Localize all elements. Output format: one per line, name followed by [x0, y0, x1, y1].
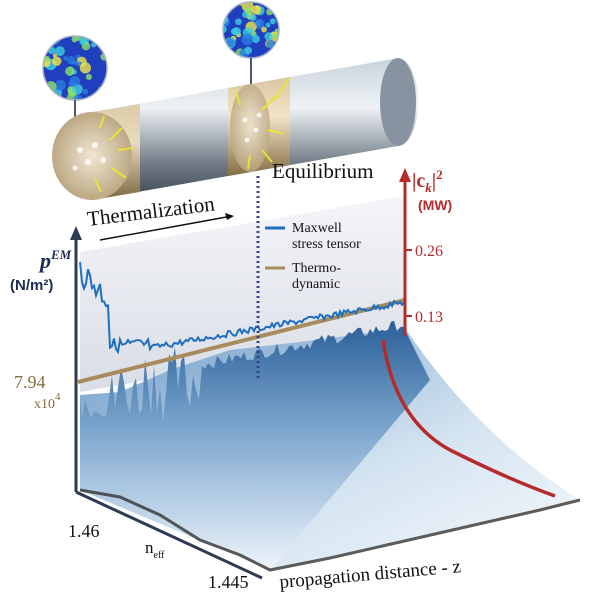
tick-label: 1.46: [68, 521, 100, 541]
speckle-dot: [71, 36, 78, 43]
unit: (MW): [418, 197, 452, 213]
t: 4: [55, 391, 61, 403]
depth-axis: [75, 490, 263, 580]
axis-arrow: [399, 168, 411, 182]
speckle-dot: [251, 5, 262, 15]
fiber: [52, 58, 418, 200]
speckle-dot: [44, 55, 51, 62]
tick-label: 0.26: [415, 243, 443, 260]
speckle-dot: [65, 66, 75, 76]
speckle-dot: [51, 36, 57, 41]
t: eff: [154, 550, 166, 561]
speckle-dot: [249, 14, 257, 22]
multiplier: x104: [34, 391, 61, 412]
t: 2: [436, 167, 443, 182]
speckle-dot: [63, 56, 68, 61]
speckle-dot: [52, 53, 58, 58]
t: x10: [34, 397, 55, 412]
speckle-dot: [43, 41, 50, 51]
speckle-dot: [79, 37, 87, 46]
speckle-dot: [241, 33, 254, 46]
legend-text: dynamic: [292, 277, 340, 292]
tick-label: 0.13: [415, 309, 443, 326]
value-label: 7.94: [14, 372, 46, 392]
speckle-dot: [54, 79, 66, 91]
arrow: [99, 215, 233, 241]
t: p: [38, 248, 51, 273]
speckle-dot: [265, 22, 271, 28]
speckle-dot: [74, 60, 80, 66]
legend-text: Maxwell: [292, 221, 342, 236]
speckle-dot: [269, 51, 277, 58]
speckle-dot: [266, 39, 275, 49]
tick-label: 1.445: [208, 572, 249, 592]
t: |c: [412, 170, 425, 192]
speckle-dot: [69, 75, 80, 87]
title: |ck|2: [412, 167, 443, 195]
speckle-dot: [52, 56, 62, 66]
left-axis-unit: (N/m²): [10, 277, 53, 294]
speckle-dot: [251, 31, 257, 37]
speckle-dot: [79, 62, 91, 74]
thermo-line: [77, 298, 406, 384]
t: n: [145, 538, 154, 557]
power-curve: [381, 339, 556, 498]
axis-arrow: [70, 226, 82, 240]
t: k: [425, 180, 432, 195]
speckle-dot: [66, 92, 78, 100]
speckle-dot: [269, 18, 276, 25]
speckle-dot: [82, 88, 89, 95]
t: EM: [50, 247, 72, 262]
speckle-dot: [244, 46, 252, 55]
legend-text: Thermo-: [292, 261, 341, 276]
speckle-dot: [261, 26, 267, 33]
speckle-dot: [244, 6, 253, 15]
arrow-head: [225, 213, 234, 220]
speckle-dot: [255, 19, 262, 26]
maxwell-line: [79, 261, 405, 355]
t: |: [432, 170, 436, 192]
label-equilibrium: Equilibrium: [272, 159, 374, 183]
surface: [79, 320, 581, 572]
speckle-dot: [232, 26, 241, 36]
speckle-dot: [85, 73, 92, 80]
speckle-dot: [66, 55, 76, 65]
right-axis-title: |ck|2 (MW): [412, 167, 452, 213]
speckle-dot: [50, 95, 58, 100]
speckle-dot: [72, 83, 83, 95]
speckle-dot: [226, 38, 235, 47]
speckle-dot: [45, 90, 51, 95]
legend-text: stress tensor: [292, 237, 361, 252]
speckle-dot: [54, 46, 65, 57]
speckle-dot: [264, 32, 273, 41]
speckle-dot: [251, 35, 260, 43]
speckle-dot: [235, 18, 242, 26]
legend: Maxwell stress tensor Thermo- dynamic: [265, 221, 361, 292]
left-axis-title: pEM: [38, 247, 72, 273]
speckle-dot: [97, 86, 107, 97]
depth-axis-title: neff: [145, 538, 165, 561]
